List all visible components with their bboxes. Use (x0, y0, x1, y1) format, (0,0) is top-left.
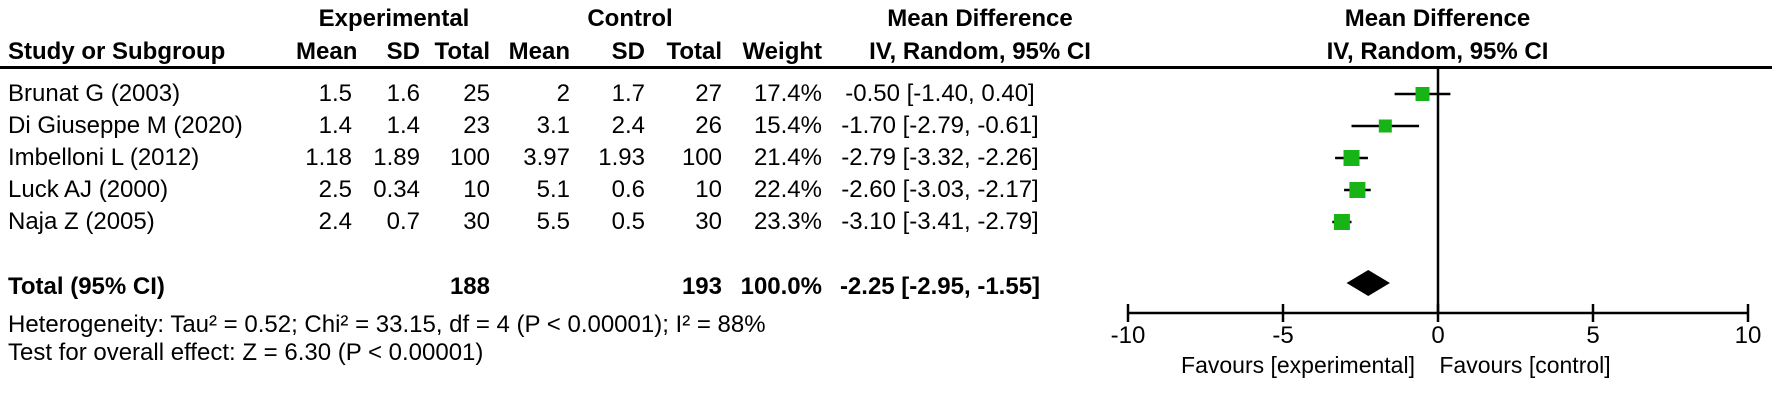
cell-mean-control: 2 (556, 80, 570, 107)
total-weight: 100.0% (740, 273, 822, 300)
group-header-mean-difference-left: Mean Difference (887, 5, 1073, 32)
group-header-control: Control (587, 5, 673, 32)
cell-sd-control: 0.5 (611, 208, 645, 235)
group-header-mean-difference-right: Mean Difference (1344, 5, 1531, 32)
cell-weight: 15.4% (753, 112, 822, 139)
effect-square (1333, 214, 1350, 230)
cell-weight: 23.3% (753, 208, 822, 235)
col-header-mean-experimental: Mean (296, 38, 358, 65)
table-row: Luck AJ (2000) 2.5 0.34 10 5.1 0.6 10 22… (0, 174, 1110, 206)
cell-total-control: 27 (695, 80, 722, 107)
cell-total-experimental: 30 (463, 208, 490, 235)
cell-study: Imbelloni L (2012) (8, 144, 200, 171)
cell-ci: -3.10 [-3.41, -2.79] (841, 208, 1039, 235)
total-row: Total (95% CI) 188 193 100.0% -2.25 [-2.… (0, 271, 1110, 303)
axis-tick-label: -5 (1272, 322, 1293, 349)
effect-square (1343, 150, 1360, 166)
cell-total-experimental: 100 (449, 144, 490, 171)
cell-ci: -1.70 [-2.79, -0.61] (841, 112, 1039, 139)
cell-mean-control: 5.5 (536, 208, 570, 235)
cell-total-control: 100 (681, 144, 722, 171)
col-header-mean-control: Mean (508, 38, 570, 65)
cell-sd-experimental: 0.7 (386, 208, 420, 235)
table-row: Imbelloni L (2012) 1.18 1.89 100 3.97 1.… (0, 142, 1110, 174)
column-header-row: Study or Subgroup Mean SD Total Mean SD … (0, 36, 1772, 68)
cell-mean-control: 3.97 (523, 144, 570, 171)
total-label: Total (95% CI) (8, 273, 165, 300)
col-header-ci-plot: IV, Random, 95% CI (1326, 38, 1549, 65)
cell-total-control: 30 (695, 208, 722, 235)
cell-total-experimental: 10 (463, 176, 490, 203)
cell-ci: -2.60 [-3.03, -2.17] (841, 176, 1039, 203)
cell-sd-experimental: 1.6 (386, 80, 420, 107)
col-header-study: Study or Subgroup (8, 38, 226, 65)
cell-sd-experimental: 1.4 (386, 112, 420, 139)
cell-study: Brunat G (2003) (8, 80, 181, 107)
col-header-sd-experimental: SD (386, 38, 420, 65)
cell-study: Di Giuseppe M (2020) (8, 112, 243, 139)
cell-mean-experimental: 1.18 (305, 144, 352, 171)
cell-mean-experimental: 1.5 (318, 80, 352, 107)
favours-control-label: Favours [control] (1439, 352, 1611, 378)
effect-square (1349, 182, 1366, 198)
table-row: Di Giuseppe M (2020) 1.4 1.4 23 3.1 2.4 … (0, 110, 1110, 142)
cell-ci: -0.50 [-1.40, 0.40] (845, 80, 1035, 107)
cell-mean-control: 3.1 (536, 112, 570, 139)
cell-weight: 21.4% (753, 144, 822, 171)
table-row: Naja Z (2005) 2.4 0.7 30 5.5 0.5 30 23.3… (0, 206, 1110, 238)
heterogeneity-text: Heterogeneity: Tau² = 0.52; Chi² = 33.15… (8, 311, 766, 338)
table-row: Brunat G (2003) 1.5 1.6 25 2 1.7 27 17.4… (0, 78, 1110, 110)
cell-mean-experimental: 2.4 (318, 208, 352, 235)
total-diamond (1346, 270, 1390, 296)
cell-total-control: 26 (695, 112, 722, 139)
col-header-total-experimental: Total (434, 38, 490, 65)
cell-ci: -2.79 [-3.32, -2.26] (841, 144, 1039, 171)
cell-study: Luck AJ (2000) (8, 176, 169, 203)
cell-sd-experimental: 1.89 (373, 144, 420, 171)
cell-study: Naja Z (2005) (8, 208, 155, 235)
cell-total-experimental: 23 (463, 112, 490, 139)
cell-weight: 22.4% (753, 176, 822, 203)
cell-sd-control: 0.6 (611, 176, 645, 203)
cell-total-control: 10 (695, 176, 722, 203)
cell-mean-experimental: 2.5 (318, 176, 352, 203)
cell-sd-control: 2.4 (611, 112, 645, 139)
cell-total-experimental: 25 (463, 80, 490, 107)
overall-effect-text: Test for overall effect: Z = 6.30 (P < 0… (8, 339, 484, 366)
header-divider-line (0, 66, 1772, 69)
col-header-total-control: Total (666, 38, 722, 65)
total-n-control: 193 (681, 273, 722, 300)
cell-sd-experimental: 0.34 (373, 176, 420, 203)
effect-square (1378, 119, 1392, 133)
col-header-weight: Weight (742, 38, 822, 65)
axis-tick-label: 5 (1586, 322, 1599, 349)
total-n-experimental: 188 (449, 273, 490, 300)
cell-mean-experimental: 1.4 (318, 112, 352, 139)
axis-tick-label: -10 (1111, 322, 1146, 349)
axis-tick-label: 0 (1431, 322, 1444, 349)
effect-square (1415, 87, 1430, 101)
cell-weight: 17.4% (753, 80, 822, 107)
cell-mean-control: 5.1 (536, 176, 570, 203)
col-header-sd-control: SD (611, 38, 645, 65)
favours-experimental-label: Favours [experimental] (1181, 352, 1415, 378)
cell-sd-control: 1.93 (598, 144, 645, 171)
col-header-ci-text: IV, Random, 95% CI (869, 38, 1091, 65)
axis-tick-label: 10 (1735, 322, 1762, 349)
group-header-experimental: Experimental (318, 5, 470, 32)
cell-sd-control: 1.7 (611, 80, 645, 107)
total-ci: -2.25 [-2.95, -1.55] (839, 273, 1041, 300)
